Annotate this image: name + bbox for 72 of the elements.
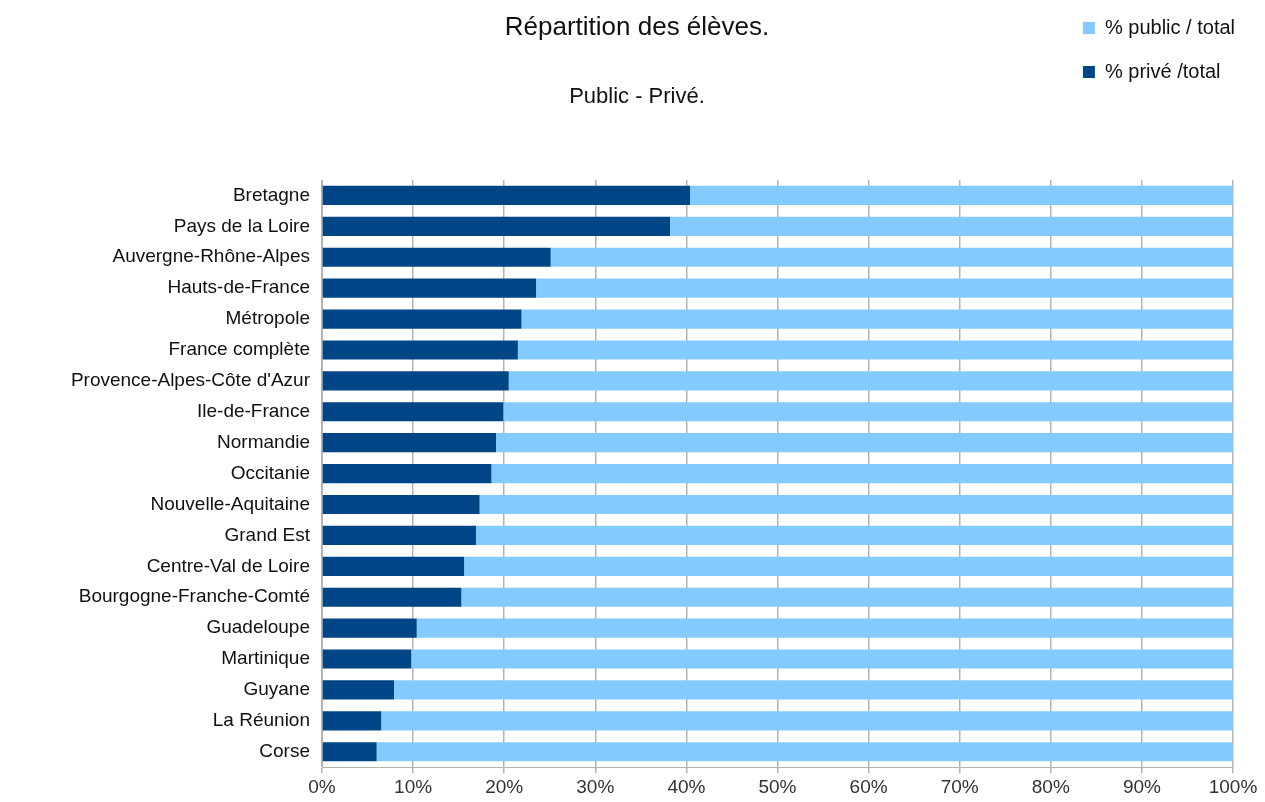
bar (690, 185, 1233, 206)
bar (322, 402, 504, 422)
bar (496, 433, 1233, 453)
x-tick-label: 20% (485, 775, 524, 797)
bar (322, 680, 394, 700)
y-tick-label: Corse (259, 739, 310, 761)
x-tick-label: 30% (576, 775, 615, 797)
bar (322, 278, 537, 298)
y-tick-label: Provence-Alpes-Côte d'Azur (70, 369, 311, 391)
y-tick-label: Pays de la Loire (173, 214, 310, 236)
bar (322, 371, 509, 391)
bar (322, 309, 522, 329)
legend-label: % public / total (1104, 15, 1236, 38)
y-tick-label: Grand Est (224, 523, 311, 545)
y-tick-label: Ile-de-France (197, 400, 310, 422)
y-tick-label: Bourgogne-Franche-Comté (78, 585, 310, 607)
x-tick-label: 100% (1208, 775, 1258, 797)
bar (322, 556, 465, 576)
bar (503, 402, 1233, 422)
bar (550, 247, 1233, 267)
x-tick-label: 10% (394, 775, 433, 797)
bar (376, 742, 1233, 762)
bar (464, 556, 1233, 576)
bar (322, 464, 492, 484)
bar (322, 742, 377, 762)
bar (322, 216, 670, 236)
bar (508, 371, 1233, 391)
bar (517, 340, 1233, 360)
bar (381, 711, 1233, 731)
bar (322, 618, 417, 638)
x-tick-label: 80% (1031, 775, 1070, 797)
bar (670, 216, 1233, 236)
bar (416, 618, 1233, 638)
bar (322, 340, 518, 360)
x-tick-label: 0% (308, 775, 336, 797)
chart-title: Répartition des élèves. (504, 11, 770, 42)
y-tick-label: Centre-Val de Loire (146, 554, 310, 576)
bar (322, 433, 496, 453)
chart-subtitle: Public - Privé. (569, 83, 705, 109)
x-tick-label: 90% (1122, 775, 1162, 797)
y-tick-label: Guyane (243, 678, 310, 700)
bar (411, 649, 1233, 669)
bar (393, 680, 1233, 700)
y-tick-label: Auvergne-Rhône-Alpes (112, 245, 310, 267)
bar (521, 309, 1233, 329)
bar (322, 649, 412, 669)
bar (461, 587, 1233, 607)
x-tick-label: 50% (758, 775, 797, 797)
y-tick-label: France complète (168, 338, 310, 360)
bar (536, 278, 1233, 298)
bar (322, 247, 551, 267)
y-tick-label: Bretagne (232, 183, 310, 205)
y-tick-label: Normandie (217, 430, 310, 452)
x-tick-label: 60% (849, 775, 888, 797)
x-tick-label: 70% (940, 775, 979, 797)
y-tick-label: La Réunion (212, 709, 310, 731)
bar (475, 525, 1233, 545)
y-tick-label: Hauts-de-France (167, 276, 310, 298)
y-tick-label: Martinique (221, 647, 310, 669)
y-tick-label: Occitanie (230, 461, 310, 483)
bar (322, 587, 462, 607)
y-tick-label: Guadeloupe (206, 616, 310, 638)
y-tick-label: Métropole (225, 307, 310, 329)
bar (322, 494, 480, 515)
x-tick-label: 40% (667, 775, 706, 797)
bar (479, 494, 1233, 515)
legend-label: % privé /total (1104, 59, 1221, 82)
bar (322, 711, 382, 731)
y-tick-label: Nouvelle-Aquitaine (150, 492, 310, 514)
bar (322, 525, 476, 545)
bar (491, 464, 1233, 484)
bar (322, 185, 691, 206)
